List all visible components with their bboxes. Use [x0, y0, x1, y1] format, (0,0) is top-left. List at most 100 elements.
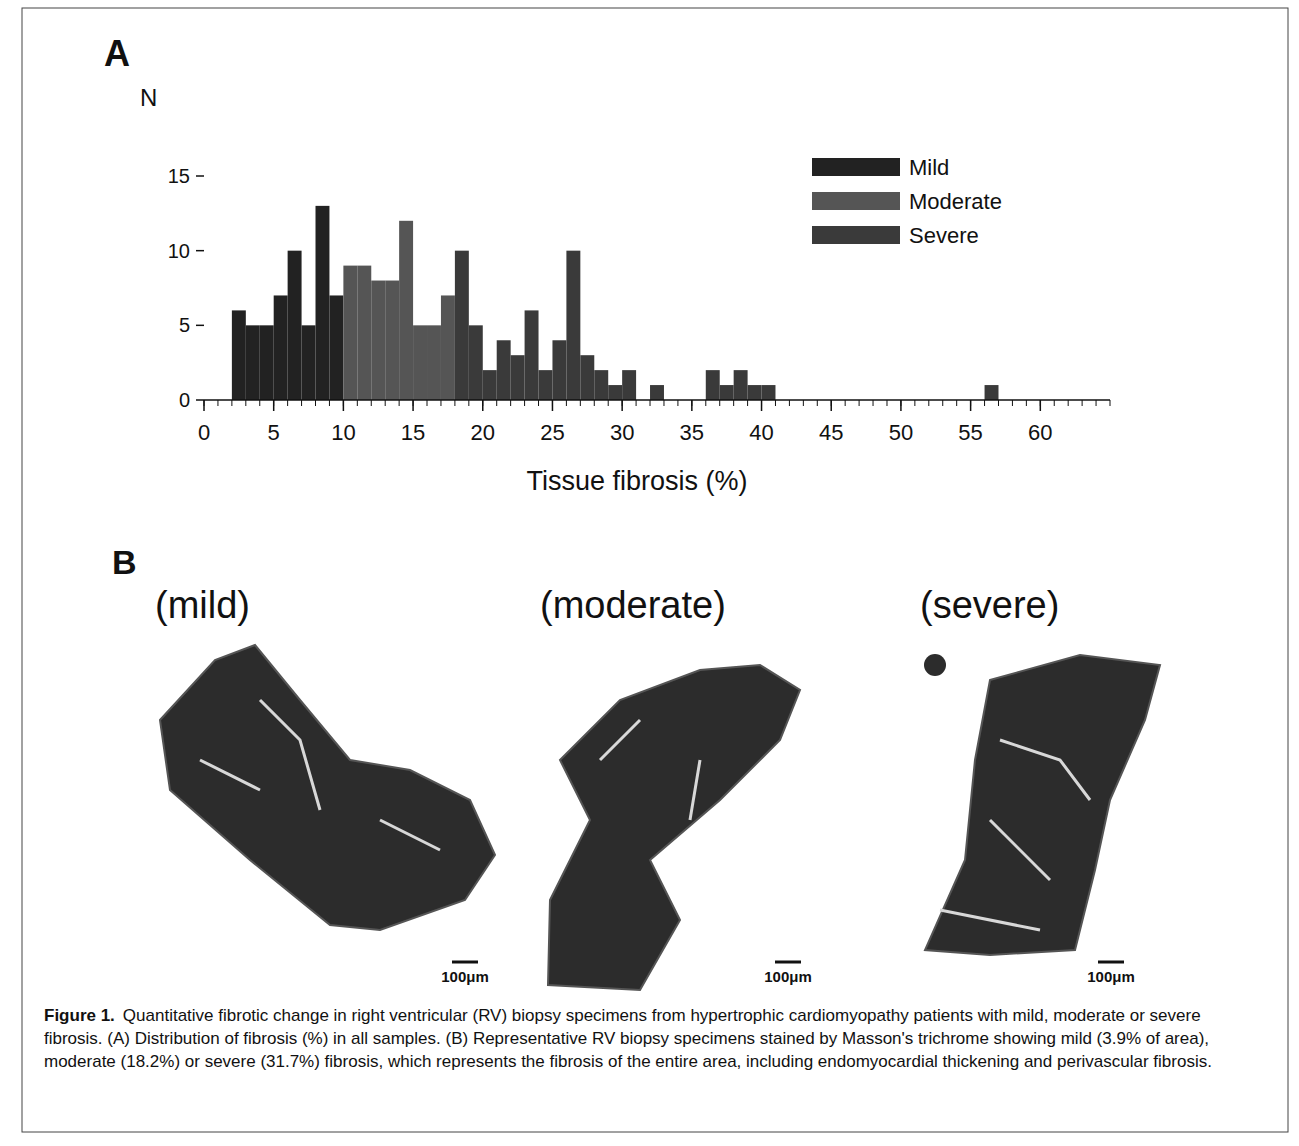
- x-tick: [900, 400, 902, 411]
- histogram-bar: [455, 251, 469, 400]
- panel-label: A: [104, 33, 130, 74]
- histogram-bar: [469, 325, 483, 400]
- minor-tick: [301, 400, 302, 406]
- histogram-bar: [413, 325, 427, 400]
- minor-tick: [733, 400, 734, 406]
- minor-tick: [1096, 400, 1097, 406]
- panel-label: B: [112, 543, 137, 581]
- histogram-bar: [260, 325, 274, 400]
- histogram-bar: [441, 295, 455, 296]
- histogram-bar: [427, 325, 441, 400]
- histogram-bar: [357, 265, 371, 266]
- specimen-image: [924, 654, 1160, 955]
- minor-tick: [845, 400, 846, 406]
- minor-tick: [440, 400, 441, 406]
- legend-label: Moderate: [909, 189, 1002, 214]
- bars: [232, 206, 999, 400]
- minor-tick: [775, 400, 776, 406]
- histogram-bar: [260, 325, 274, 326]
- minor-tick: [1054, 400, 1055, 406]
- fibrosis-streak: [260, 700, 320, 810]
- histogram-bar: [552, 340, 566, 400]
- histogram-bar: [329, 295, 343, 296]
- legend-swatch: [812, 192, 900, 210]
- x-tick: [343, 400, 345, 411]
- histogram-bar: [232, 310, 246, 400]
- scale-bar: [775, 961, 801, 964]
- x-tick-label: 35: [680, 420, 704, 445]
- caption-text: Quantitative fibrotic change in right ve…: [44, 1006, 1212, 1071]
- x-tick: [482, 400, 484, 411]
- histogram-bar: [385, 280, 399, 281]
- histogram-bar: [274, 295, 288, 400]
- x-tick: [203, 400, 205, 411]
- minor-tick: [231, 400, 232, 406]
- histogram-bar: [399, 220, 413, 221]
- minor-tick: [245, 400, 246, 406]
- histogram-bar: [441, 295, 455, 400]
- minor-tick: [287, 400, 288, 406]
- scale-bar-label: 100μm: [764, 968, 812, 985]
- histogram-bar: [246, 325, 260, 326]
- x-tick-label: 0: [198, 420, 210, 445]
- histogram-bar: [511, 355, 525, 400]
- minor-tick: [427, 400, 428, 406]
- specimen-tissue: [160, 645, 495, 930]
- x-tick: [970, 400, 972, 411]
- specimen-fragment: [924, 654, 946, 676]
- minor-tick: [719, 400, 720, 406]
- histogram-bar: [720, 385, 734, 400]
- image-label: (mild): [155, 584, 250, 626]
- fibrosis-streak: [600, 720, 640, 760]
- fibrosis-streak: [1000, 740, 1090, 800]
- y-tick: [196, 250, 204, 252]
- scale-bar: [452, 961, 478, 964]
- x-tick-label: 5: [268, 420, 280, 445]
- x-tick-label: 50: [889, 420, 913, 445]
- histogram-bar: [274, 295, 288, 296]
- minor-tick: [984, 400, 985, 406]
- minor-tick: [1012, 400, 1013, 406]
- histogram-bar: [302, 325, 316, 326]
- histogram-bar: [985, 385, 999, 400]
- minor-tick: [789, 400, 790, 406]
- minor-tick: [663, 400, 664, 406]
- minor-tick: [594, 400, 595, 406]
- histogram-bar: [497, 340, 511, 400]
- minor-tick: [817, 400, 818, 406]
- histogram-bar: [316, 206, 330, 400]
- specimen-tissue: [925, 655, 1160, 955]
- histogram-bar: [246, 325, 260, 326]
- minor-tick: [454, 400, 455, 406]
- minor-tick: [1082, 400, 1083, 406]
- minor-tick: [803, 400, 804, 406]
- minor-tick: [357, 400, 358, 406]
- histogram-bar: [371, 281, 385, 400]
- histogram-bar: [525, 310, 539, 400]
- minor-tick: [399, 400, 400, 406]
- minor-tick: [315, 400, 316, 406]
- x-axis-line: [204, 399, 1110, 401]
- minor-tick: [914, 400, 915, 406]
- x-tick-label: 55: [958, 420, 982, 445]
- y-tick-label: 0: [179, 389, 190, 411]
- x-tick: [830, 400, 832, 411]
- histogram-bar: [650, 385, 664, 400]
- legend-swatch: [812, 158, 900, 176]
- scale-bar-label: 100μm: [1087, 968, 1135, 985]
- fibrosis-streak: [990, 820, 1050, 880]
- minor-tick: [747, 400, 748, 406]
- histogram-bar: [232, 310, 246, 311]
- specimen-tissue: [548, 665, 800, 990]
- y-tick-label: 5: [179, 314, 190, 336]
- minor-tick: [496, 400, 497, 406]
- histogram-bar: [329, 295, 343, 296]
- image-label: (moderate): [540, 584, 726, 626]
- x-axis-title: Tissue fibrosis (%): [526, 466, 747, 496]
- minor-tick: [217, 400, 218, 406]
- x-tick-label: 45: [819, 420, 843, 445]
- fibrosis-streak: [380, 820, 440, 850]
- minor-tick: [329, 400, 330, 406]
- histogram-bar: [302, 325, 316, 400]
- caption-label: Figure 1.: [44, 1006, 115, 1025]
